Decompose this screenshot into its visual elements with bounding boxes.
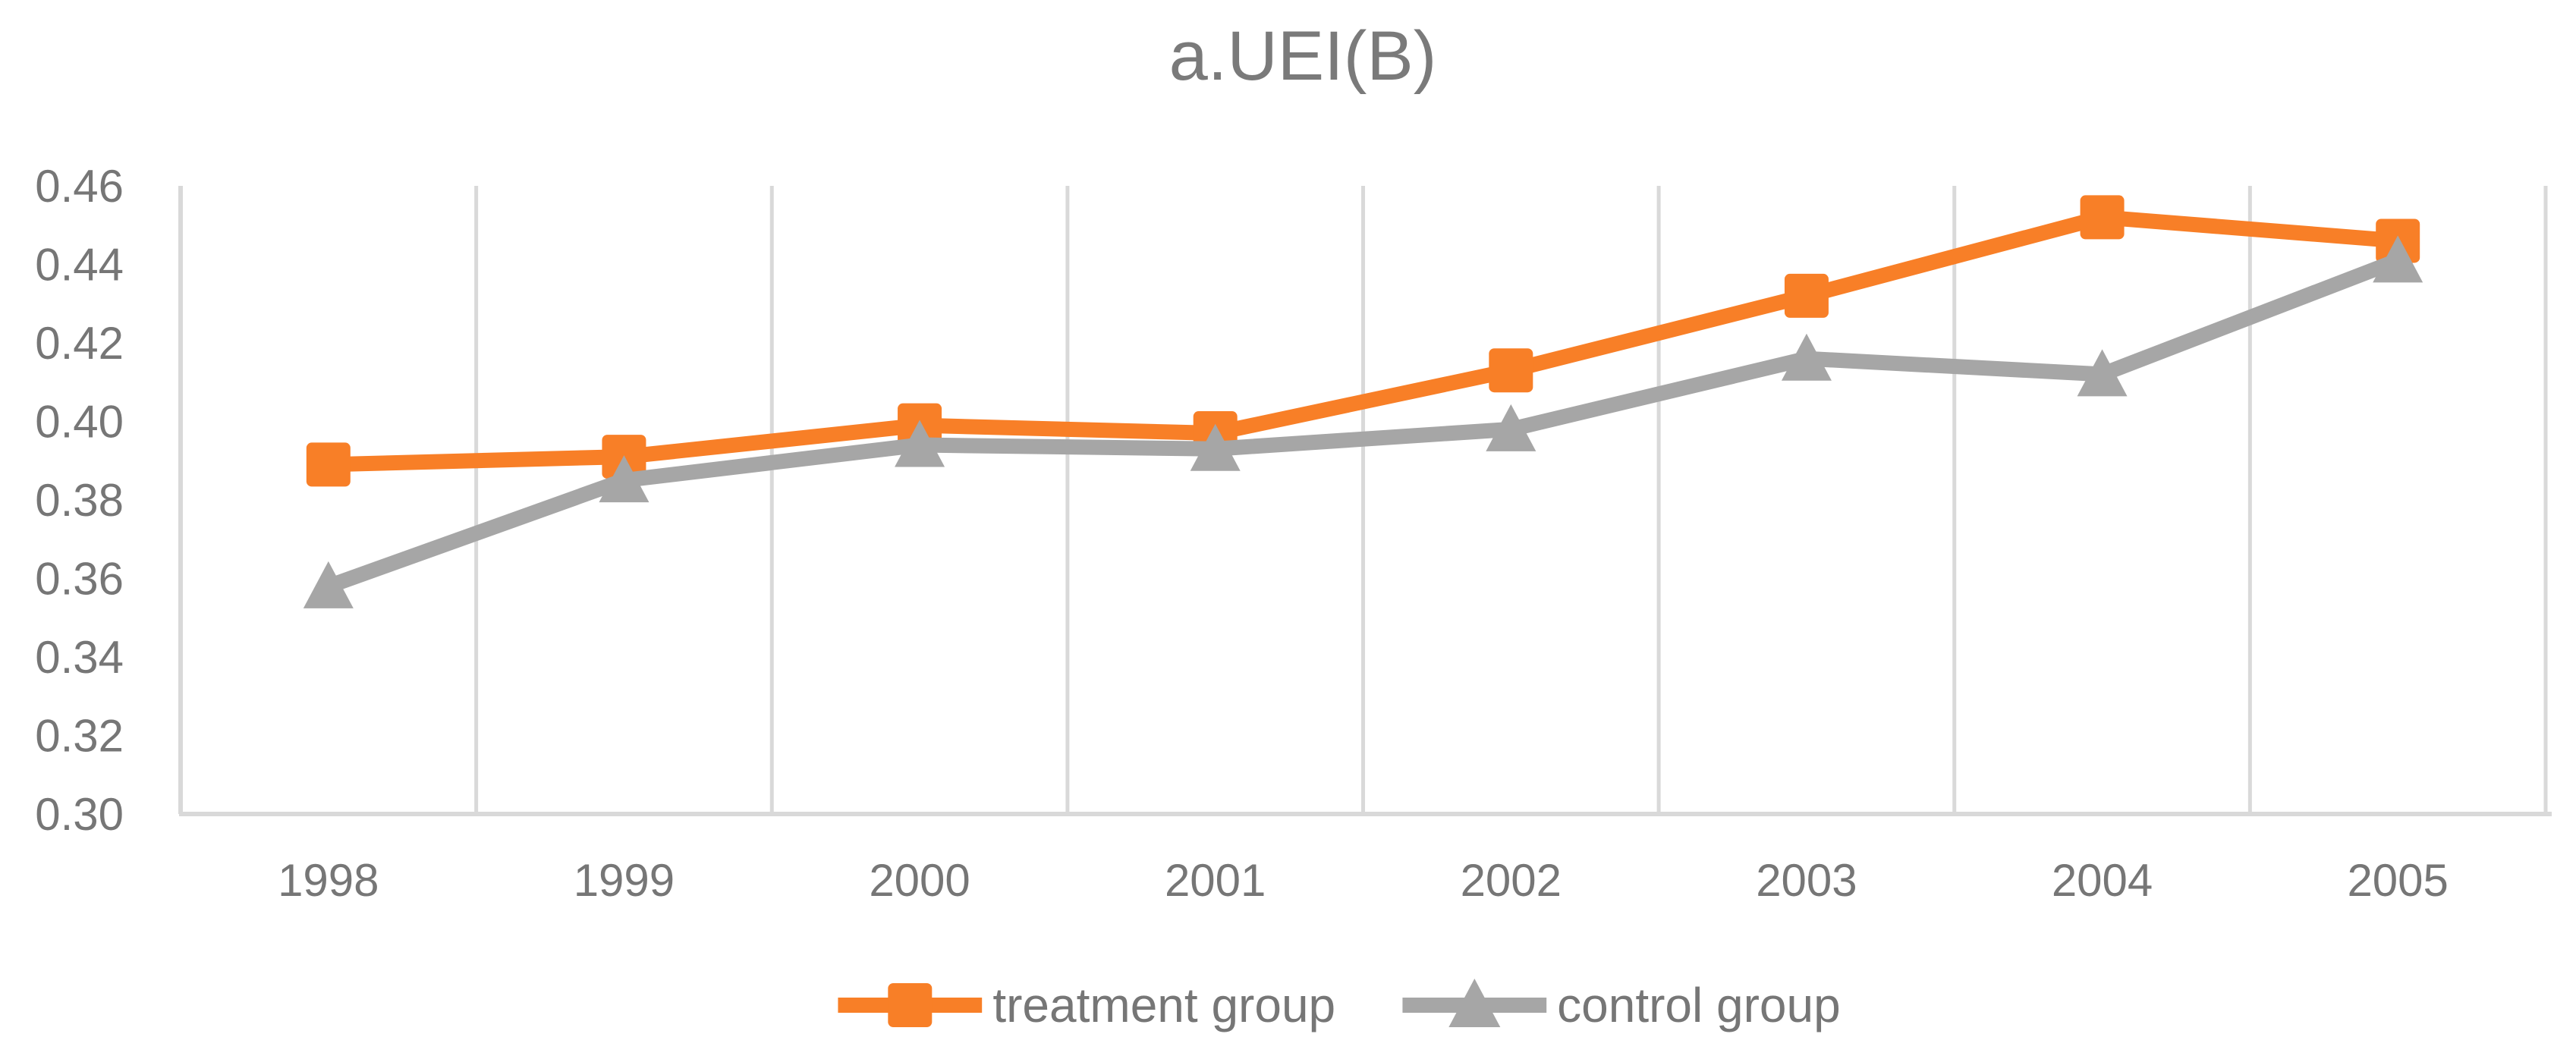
data-point-treatment-1998 xyxy=(306,442,351,487)
triangle-series-line-control xyxy=(326,253,2401,594)
y-tick-label: 0.36 xyxy=(35,554,124,605)
data-point-treatment-2004 xyxy=(2080,195,2125,240)
x-tick-label: 1998 xyxy=(278,855,379,906)
data-point-treatment-2002 xyxy=(1489,348,1533,393)
data-point-control-2003 xyxy=(1781,333,1832,381)
data-point-control-1999 xyxy=(599,455,650,503)
control-triangle-marker-icon xyxy=(1402,979,1547,1027)
data-point-control-2005 xyxy=(2373,235,2423,283)
chart-title: a.UEI(B) xyxy=(1168,17,1437,95)
x-tick-label: 2005 xyxy=(2347,855,2448,906)
y-tick-label: 0.32 xyxy=(35,711,124,762)
data-point-treatment-2003 xyxy=(1784,273,1829,318)
x-tick-label: 2000 xyxy=(869,855,970,906)
treatment-square-marker-icon xyxy=(838,983,983,1027)
x-tick-label: 2001 xyxy=(1165,855,1266,906)
legend-label-control-group: control group xyxy=(1557,978,1841,1032)
data-point-control-2002 xyxy=(1486,404,1536,451)
legend-item-treatment-group: treatment group xyxy=(838,971,1335,1039)
legend-item-control-group: control group xyxy=(1402,971,1841,1039)
legend: treatment group control group xyxy=(838,971,1841,1039)
y-tick-label: 0.38 xyxy=(35,475,124,526)
y-tick-label: 0.40 xyxy=(35,397,124,448)
x-tick-label: 2004 xyxy=(2052,855,2153,906)
y-tick-label: 0.34 xyxy=(35,632,124,683)
data-point-control-1998 xyxy=(303,561,354,608)
x-tick-label: 2003 xyxy=(1756,855,1857,906)
legend-label-treatment-group: treatment group xyxy=(992,978,1336,1032)
y-tick-label: 0.44 xyxy=(35,240,124,291)
x-tick-label: 2002 xyxy=(1461,855,1562,906)
y-tick-label: 0.42 xyxy=(35,318,124,369)
data-point-control-2004 xyxy=(2077,349,2128,397)
square-series-line-treatment xyxy=(328,209,2398,473)
x-tick-label: 1999 xyxy=(574,855,675,906)
y-tick-label: 0.46 xyxy=(35,161,124,212)
data-point-control-2000 xyxy=(895,420,945,467)
data-point-control-2001 xyxy=(1190,423,1241,471)
y-tick-label: 0.30 xyxy=(35,789,124,840)
